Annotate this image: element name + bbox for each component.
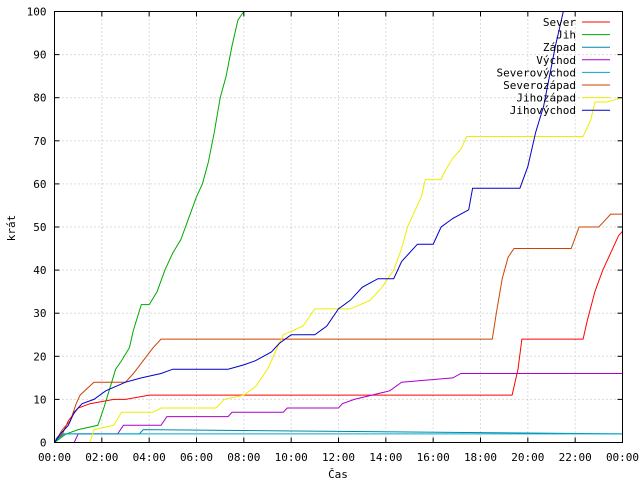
legend: SeverJihZápadVýchodSeverovýchodSeverozáp…: [497, 16, 610, 117]
series-line: [54, 213, 623, 443]
legend-label: Jihozápad: [516, 92, 576, 105]
legend-label: Východ: [536, 54, 576, 67]
axis-ticks: 00:00 02:00 04:00 06:00 08:00 10:00 12:00 14:00…: [27, 6, 639, 465]
x-tick-label: 08:00: [227, 451, 260, 464]
legend-label: Severozápad: [503, 79, 576, 92]
x-tick-label: 10:00: [275, 451, 308, 464]
legend-label: Jih: [556, 29, 576, 42]
x-tick-label: 00:00: [606, 451, 639, 464]
x-tick-label: 04:00: [133, 451, 166, 464]
y-tick-label: 50: [33, 221, 46, 234]
y-tick-label: 90: [33, 49, 46, 62]
series-line: [54, 11, 245, 443]
legend-label: Západ: [543, 41, 576, 54]
series-line: [54, 11, 564, 443]
legend-label: Jihovýchod: [510, 104, 576, 117]
x-tick-label: 22:00: [559, 451, 592, 464]
x-tick-label: 06:00: [180, 451, 213, 464]
legend-label: Severovýchod: [497, 66, 576, 79]
x-tick-label: 12:00: [322, 451, 355, 464]
x-tick-label: 02:00: [85, 451, 118, 464]
grid: [54, 11, 623, 443]
x-tick-label: 18:00: [464, 451, 497, 464]
y-axis-label: krát: [5, 215, 18, 242]
y-tick-label: 40: [33, 264, 46, 277]
y-tick-label: 30: [33, 307, 46, 320]
x-tick-label: 20:00: [511, 451, 544, 464]
x-tick-label: 16:00: [417, 451, 450, 464]
series-line: [54, 230, 623, 443]
y-tick-label: 0: [40, 437, 47, 450]
x-axis-label: Čas: [328, 468, 348, 480]
y-tick-label: 70: [33, 135, 46, 148]
y-tick-label: 10: [33, 393, 46, 406]
y-tick-label: 60: [33, 178, 46, 191]
y-tick-label: 20: [33, 350, 46, 363]
series-lines: [54, 11, 623, 443]
y-tick-label: 100: [27, 6, 47, 19]
legend-label: Sever: [543, 16, 576, 29]
y-tick-label: 80: [33, 92, 46, 105]
x-tick-label: 14:00: [369, 451, 402, 464]
x-tick-label: 00:00: [38, 451, 71, 464]
series-line: [54, 97, 623, 443]
